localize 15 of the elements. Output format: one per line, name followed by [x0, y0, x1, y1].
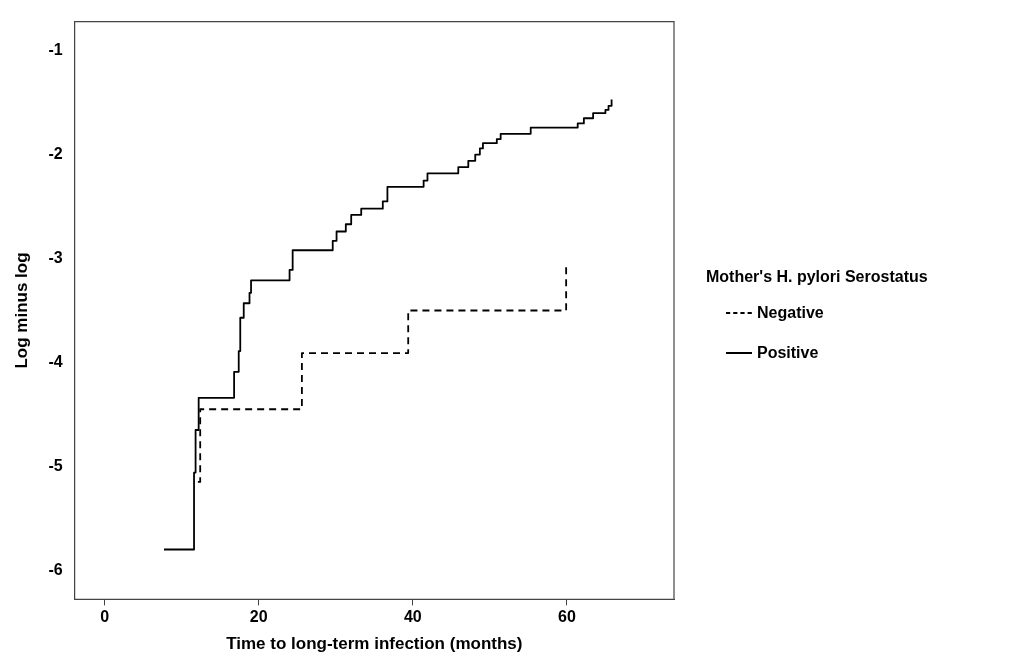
y-tick-label: -4 — [48, 352, 63, 370]
y-axis-title: Log minus log — [11, 252, 31, 369]
x-tick-label: 40 — [403, 608, 422, 626]
y-tick-label: -2 — [48, 145, 63, 163]
legend-label: Positive — [757, 344, 819, 362]
x-tick-label: 60 — [558, 608, 576, 626]
legend-label: Negative — [757, 304, 824, 322]
y-tick-label: -1 — [48, 41, 63, 59]
x-tick-label: 20 — [249, 608, 268, 626]
y-tick-label: -6 — [48, 560, 63, 578]
x-tick-label: 0 — [100, 608, 110, 626]
legend-title: Mother's H. pylori Serostatus — [706, 268, 928, 286]
x-axis-title: Time to long-term infection (months) — [226, 634, 523, 654]
y-tick-label: -3 — [48, 248, 63, 266]
y-tick-label: -5 — [48, 456, 63, 474]
